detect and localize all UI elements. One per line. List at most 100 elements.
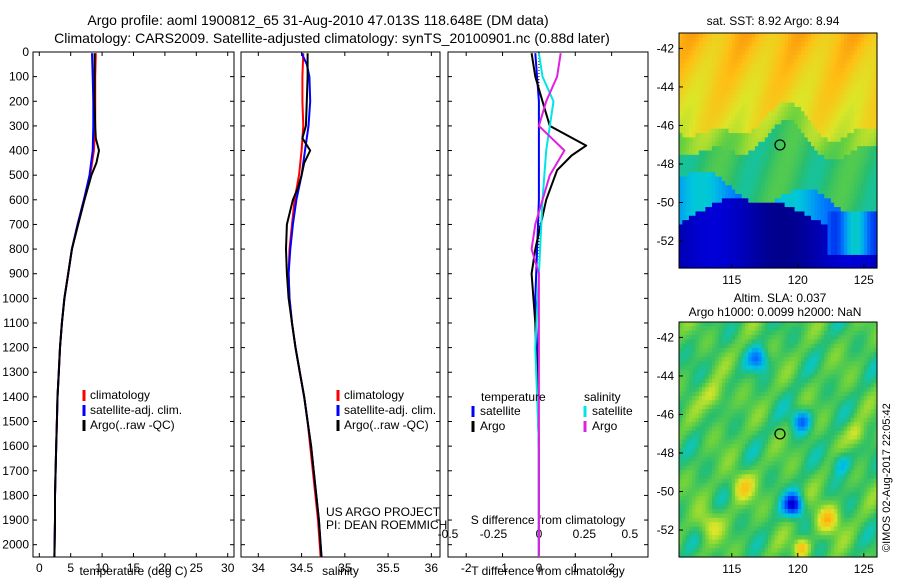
heatmap-cell	[708, 241, 713, 247]
heatmap-cell	[718, 146, 723, 152]
heatmap-cell	[824, 339, 829, 345]
heatmap-cell	[847, 254, 852, 260]
heatmap-cell	[804, 115, 809, 121]
heatmap-cell	[751, 63, 756, 69]
heatmap-cell	[774, 207, 779, 213]
heatmap-cell	[867, 111, 871, 117]
heatmap-cell	[811, 93, 815, 99]
heatmap-cell	[738, 198, 743, 204]
heatmap-cell	[702, 50, 706, 56]
heatmap-cell	[784, 339, 789, 345]
heatmap-cell	[738, 322, 743, 327]
heatmap-cell	[784, 137, 789, 143]
heatmap-cell	[834, 335, 838, 341]
heatmap-cell	[728, 146, 733, 152]
heatmap-cell	[715, 335, 720, 341]
heatmap-cell	[853, 33, 858, 38]
heatmap-cell	[718, 395, 723, 401]
heatmap-cell	[847, 76, 852, 82]
heatmap-cell	[781, 102, 786, 108]
heatmap-cell	[735, 391, 739, 397]
heatmap-cell	[834, 72, 838, 78]
heatmap-cell	[834, 46, 838, 52]
heatmap-cell	[685, 322, 690, 327]
heatmap-cell	[712, 163, 716, 169]
heatmap-cell	[870, 189, 875, 195]
heatmap-cell	[801, 93, 805, 99]
heatmap-cell	[778, 326, 782, 332]
heatmap-cell	[830, 54, 835, 60]
heatmap-cell	[817, 387, 822, 393]
heatmap-cell	[702, 374, 706, 380]
heatmap-cell	[870, 180, 875, 186]
heatmap-cell	[870, 137, 875, 143]
heatmap-cell	[692, 115, 697, 121]
heatmap-cell	[870, 141, 875, 147]
heatmap-cell	[784, 343, 789, 349]
heatmap-cell	[718, 404, 723, 410]
heatmap-cell	[702, 93, 706, 99]
heatmap-cell	[791, 378, 796, 384]
heatmap-cell	[837, 202, 842, 208]
heatmap-cell	[695, 102, 700, 108]
heatmap-cell	[682, 382, 687, 388]
heatmap-cell	[745, 211, 749, 217]
heatmap-cell	[745, 343, 749, 349]
heatmap-cell	[745, 374, 749, 380]
heatmap-cell	[807, 361, 812, 367]
heatmap-cell	[863, 80, 868, 86]
depth-tick-label: 300	[9, 119, 29, 133]
heatmap-cell	[844, 80, 848, 86]
heatmap-cell	[837, 404, 842, 410]
heatmap-cell	[718, 387, 723, 393]
heatmap-cell	[738, 93, 743, 99]
heatmap-cell	[702, 154, 706, 160]
heatmap-cell	[830, 163, 835, 169]
heatmap-cell	[695, 76, 700, 82]
heatmap-cell	[781, 395, 786, 401]
heatmap-cell	[725, 207, 730, 213]
heatmap-cell	[705, 220, 710, 226]
heatmap-cell	[721, 330, 726, 336]
heatmap-cell	[794, 228, 799, 234]
heatmap-cell	[682, 120, 687, 125]
heatmap-cell	[761, 63, 766, 69]
heatmap-cell	[787, 426, 792, 432]
heatmap-cell	[679, 374, 683, 380]
heatmap-cell	[751, 365, 756, 371]
heatmap-cell	[834, 254, 838, 260]
heatmap-cell	[807, 254, 812, 260]
heatmap-cell	[758, 76, 763, 82]
heatmap-cell	[728, 67, 733, 73]
heatmap-cell	[870, 154, 875, 160]
heatmap-cell	[705, 409, 710, 414]
heatmap-cell	[778, 215, 782, 221]
heatmap-cell	[692, 233, 697, 239]
heatmap-cell	[761, 417, 766, 423]
heatmap-cell	[840, 189, 845, 195]
heatmap-cell	[718, 67, 723, 73]
heatmap-cell	[735, 207, 739, 213]
heatmap-cell	[820, 343, 825, 349]
heatmap-cell	[768, 391, 772, 397]
heatmap-cell	[827, 67, 832, 73]
heatmap-cell	[820, 391, 825, 397]
heatmap-cell	[834, 224, 838, 230]
depth-tick-label: 1400	[2, 390, 29, 404]
heatmap-cell	[847, 67, 852, 73]
heatmap-cell	[695, 111, 700, 117]
heatmap-cell	[702, 137, 706, 143]
heatmap-cell	[748, 67, 753, 73]
heatmap-cell	[863, 417, 868, 423]
heatmap-cell	[797, 426, 802, 432]
heatmap-cell	[857, 93, 862, 99]
heatmap-cell	[781, 128, 786, 134]
heatmap-cell	[748, 137, 753, 143]
heatmap-cell	[814, 141, 819, 147]
heatmap-cell	[801, 224, 805, 230]
heatmap-cell	[791, 224, 796, 230]
heatmap-cell	[873, 85, 878, 91]
heatmap-cell	[794, 80, 799, 86]
heatmap-cell	[840, 413, 845, 419]
heatmap-cell	[781, 167, 786, 173]
